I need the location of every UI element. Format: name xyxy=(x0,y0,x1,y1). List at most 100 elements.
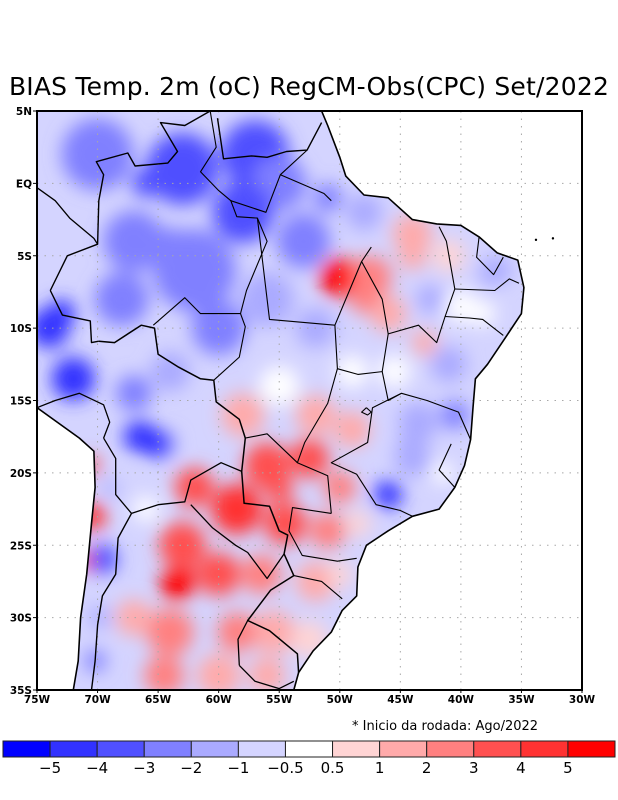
region-amazonas xyxy=(156,227,185,256)
colorbar-label: 0.5 xyxy=(321,759,345,777)
field-blob xyxy=(249,657,286,690)
field-blob xyxy=(103,210,165,272)
field-blob xyxy=(259,366,300,406)
island-marker xyxy=(534,238,538,242)
field-blob xyxy=(295,561,336,602)
colorbar-box xyxy=(379,740,428,758)
state-border xyxy=(381,371,472,440)
y-tick-label: 20S xyxy=(10,468,32,480)
border-paraguay-argentina xyxy=(190,504,285,580)
grid-lines xyxy=(37,111,582,690)
colorbar-box xyxy=(332,740,381,758)
field-blob xyxy=(241,554,281,594)
field-blob xyxy=(470,301,496,327)
border-uruguay-argentina xyxy=(237,620,249,666)
region-northwest-amazon xyxy=(132,169,160,198)
state-border xyxy=(280,174,332,202)
colorbar-label: −2 xyxy=(180,759,202,777)
region-bolivia-andes xyxy=(144,429,173,458)
colorbar-label: −1 xyxy=(227,759,249,777)
y-tick-label: 15S xyxy=(10,396,32,408)
colorbar-box xyxy=(237,740,286,758)
bias-field xyxy=(37,111,524,690)
state-border xyxy=(361,407,372,416)
x-tick-label: 55W xyxy=(266,694,293,706)
field-blob xyxy=(94,272,149,327)
field-blob xyxy=(174,467,215,508)
colorbar-box xyxy=(190,740,239,758)
y-tick-label: 5N xyxy=(16,106,32,118)
x-tick-label: 50W xyxy=(327,694,354,706)
field-blob xyxy=(221,393,265,437)
field-blob xyxy=(378,355,411,388)
colorbar-box xyxy=(96,740,145,758)
colorbar-label: −3 xyxy=(133,759,155,777)
field-blob xyxy=(370,295,407,332)
state-border xyxy=(337,261,389,375)
island-marker xyxy=(551,237,555,240)
field-blob xyxy=(217,612,257,652)
x-tick-label: 35W xyxy=(508,694,535,706)
colorbar-label: 2 xyxy=(422,759,432,777)
y-tick-label: 25S xyxy=(10,540,32,552)
y-axis: 5N EQ 5S 10S 15S 20S 25S 30S 35S xyxy=(10,106,37,697)
border-chile-argentina xyxy=(90,513,133,690)
field-blob xyxy=(158,521,206,569)
state-border xyxy=(476,236,504,276)
field-blob xyxy=(295,395,336,435)
field-blob xyxy=(430,346,467,383)
state-border xyxy=(454,278,520,292)
x-tick-label: 45W xyxy=(387,694,414,706)
region-para xyxy=(289,212,318,241)
x-tick-label: 40W xyxy=(448,694,475,706)
border-bolivia-south xyxy=(131,462,242,515)
colorbar-box xyxy=(567,740,616,758)
state-border xyxy=(293,575,343,600)
field-blob xyxy=(440,400,470,430)
colorbar-label: 1 xyxy=(375,759,385,777)
field-blob xyxy=(61,118,134,191)
field-blob xyxy=(327,561,353,587)
y-tick-label: 30S xyxy=(10,613,32,625)
colorbar-label: −0.5 xyxy=(267,759,303,777)
colorbar-box xyxy=(49,740,98,758)
region-minas-gerais xyxy=(398,429,427,458)
field-blob xyxy=(115,375,152,412)
region-andes-30s xyxy=(89,545,118,574)
colorbar-box xyxy=(473,740,522,758)
state-border xyxy=(213,313,246,381)
colorbar-label: 4 xyxy=(516,759,526,777)
field-blob xyxy=(416,284,446,314)
region-south-minas-gerais xyxy=(374,480,403,509)
x-tick-label: 65W xyxy=(145,694,172,706)
y-tick-label: 5S xyxy=(17,251,32,263)
state-border xyxy=(445,315,504,336)
field-blob xyxy=(291,621,328,658)
colorbar-label: −5 xyxy=(39,759,61,777)
state-border xyxy=(330,392,413,517)
field-blob xyxy=(115,599,152,636)
field-blob xyxy=(309,512,346,549)
colorbar-box xyxy=(520,740,569,758)
region-rio-grande-do-norte-paraiba xyxy=(483,256,512,285)
region-southern-peru xyxy=(59,357,88,386)
x-tick-label: 30W xyxy=(569,694,596,706)
colorbar-label: 3 xyxy=(469,759,479,777)
chart-title: BIAS Temp. 2m (oC) RegCM-Obs(CPC) Set/20… xyxy=(8,72,610,101)
region-uruguay-rio-grande-do-sul xyxy=(265,618,294,647)
run-start-note: * Inicio da rodada: Ago/2022 xyxy=(352,719,539,734)
y-tick-label: 10S xyxy=(10,323,32,335)
field-blob xyxy=(115,467,141,493)
field-blob xyxy=(144,655,184,690)
colorbar: −5 −4 −3 −2 −1 −0.5 0.5 1 2 3 4 5 xyxy=(2,740,616,777)
field-blob xyxy=(89,606,111,629)
colorbar-box xyxy=(426,740,475,758)
x-tick-label: 70W xyxy=(84,694,111,706)
colorbar-label: −4 xyxy=(86,759,108,777)
border-bolivia-chile xyxy=(103,437,132,514)
field-blob xyxy=(197,552,241,596)
field-blob xyxy=(197,653,241,690)
region-northern-argentina xyxy=(168,567,197,596)
field-blob xyxy=(346,194,382,231)
